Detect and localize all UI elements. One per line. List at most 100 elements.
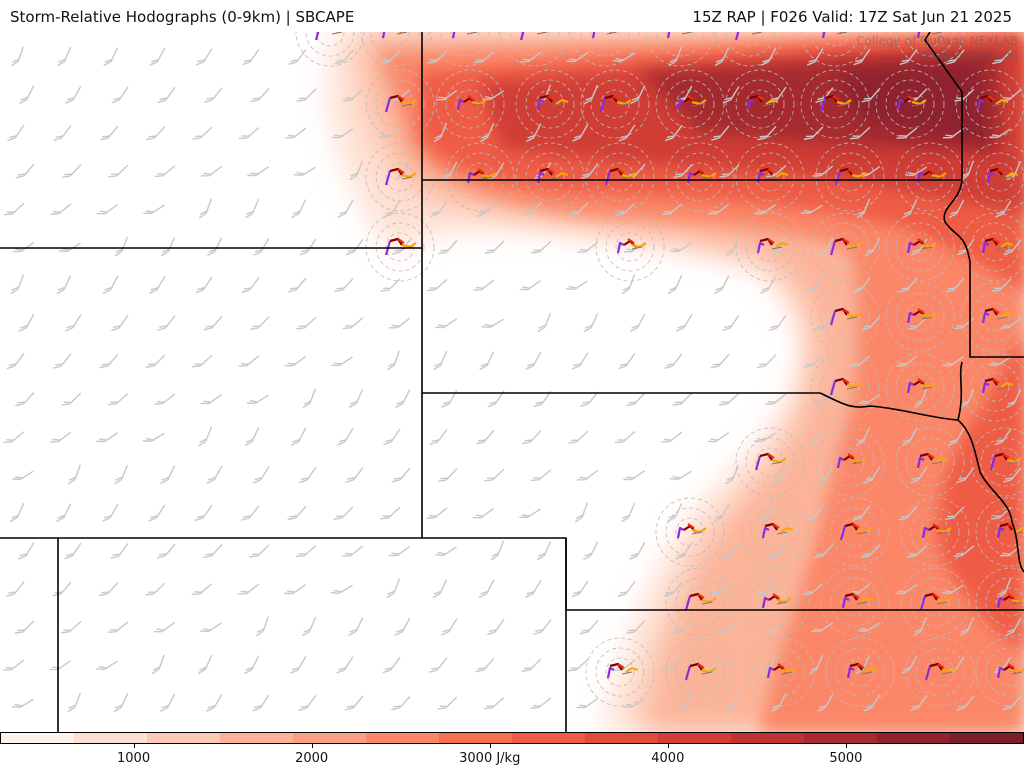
wind-barb — [664, 353, 683, 369]
hodograph-ring — [365, 142, 435, 212]
wind-barb — [660, 659, 683, 671]
wind-barb — [584, 84, 599, 105]
wind-barb — [483, 697, 505, 710]
wind-barb — [960, 388, 975, 409]
hodograph — [616, 238, 647, 254]
wind-barb — [623, 470, 646, 481]
cape-contour — [937, 332, 1024, 652]
wind-barb — [713, 503, 730, 522]
wind-barb — [475, 657, 495, 673]
wind-barb — [708, 203, 730, 215]
wind-barb — [807, 48, 824, 66]
wind-barb — [12, 470, 34, 481]
wind-barb — [861, 87, 881, 103]
wind-barb — [9, 502, 25, 523]
wind-barb — [247, 394, 269, 405]
hodograph-ring — [960, 282, 1024, 352]
wind-barb — [855, 426, 871, 447]
wind-barb — [253, 237, 270, 256]
wind-barb — [99, 353, 119, 369]
wind-barb — [817, 693, 834, 712]
hodograph-ring — [885, 282, 955, 352]
hodograph-ring — [810, 282, 880, 352]
wind-barb — [333, 506, 354, 520]
wind-barb — [670, 242, 692, 253]
wind-barb — [435, 546, 457, 557]
wind-barb — [156, 543, 176, 559]
wind-barb — [519, 280, 542, 291]
hodograph-ring — [960, 212, 1024, 282]
wind-barb — [710, 582, 730, 597]
hodograph — [599, 94, 632, 113]
wind-barb — [722, 314, 740, 332]
hodograph-ring — [735, 142, 805, 212]
wind-barb — [857, 622, 880, 633]
hodograph-ring — [595, 212, 665, 282]
wind-barb — [530, 697, 552, 709]
wind-barb — [771, 693, 787, 713]
hodograph — [314, 32, 343, 41]
wind-barb — [956, 467, 975, 484]
hodograph — [981, 377, 1014, 394]
wind-barb — [953, 317, 975, 330]
wind-barb — [437, 696, 458, 710]
wind-barb — [531, 240, 552, 254]
wind-barb — [577, 241, 599, 253]
wind-barb — [206, 465, 223, 484]
hodograph — [916, 32, 943, 39]
watermark-line2: weather.cod.edu — [918, 48, 1018, 62]
wind-barb — [672, 392, 693, 406]
wind-barb — [852, 505, 871, 521]
hodograph — [921, 523, 952, 539]
colorbar-segment — [74, 733, 147, 743]
wind-barb — [207, 237, 223, 257]
hodograph — [906, 308, 937, 324]
hodograph — [834, 167, 867, 186]
hodograph-ring — [965, 142, 1024, 212]
watermark-line1: College of DuPage NEXLAB — [856, 34, 1018, 48]
wind-barb — [148, 504, 166, 522]
wind-barb — [669, 470, 692, 481]
wind-barb — [149, 276, 166, 294]
hodograph — [746, 94, 779, 111]
wind-barb — [330, 584, 353, 595]
wind-barb — [856, 198, 871, 219]
hodograph — [456, 95, 487, 111]
hodograph — [839, 522, 872, 541]
wind-barb — [11, 698, 34, 709]
wind-barb — [618, 352, 636, 370]
wind-barb — [241, 505, 260, 521]
wind-barb — [945, 277, 965, 293]
wind-barb — [482, 90, 504, 101]
wind-barb — [721, 542, 740, 560]
wind-barb — [50, 203, 72, 215]
hodograph-ring — [955, 69, 1024, 139]
wind-barb — [15, 392, 35, 407]
hodograph-ring — [740, 567, 810, 637]
wind-barb — [526, 123, 542, 143]
wind-barb — [157, 315, 176, 331]
hodograph-ring — [295, 32, 365, 67]
wind-barb — [629, 541, 646, 560]
wind-barb — [206, 694, 223, 712]
wind-barb — [519, 508, 541, 519]
wind-barb — [473, 279, 495, 291]
wind-barb — [345, 467, 364, 483]
wind-barb — [201, 165, 223, 177]
wind-barb — [302, 388, 317, 409]
wind-barb — [487, 618, 505, 636]
wind-barb — [902, 427, 918, 447]
hodograph-ring — [820, 567, 890, 637]
wind-barb — [994, 428, 1012, 446]
hodograph-ring — [745, 637, 815, 707]
wind-barb — [999, 545, 1022, 557]
wind-barb — [241, 277, 260, 294]
wind-barb — [344, 695, 364, 711]
wind-barb — [342, 545, 364, 557]
wind-barb — [238, 355, 260, 367]
colorbar — [0, 732, 1024, 744]
wind-barb — [50, 431, 72, 443]
wind-barb — [287, 277, 307, 293]
wind-barb — [754, 204, 777, 215]
wind-barb — [953, 545, 975, 557]
